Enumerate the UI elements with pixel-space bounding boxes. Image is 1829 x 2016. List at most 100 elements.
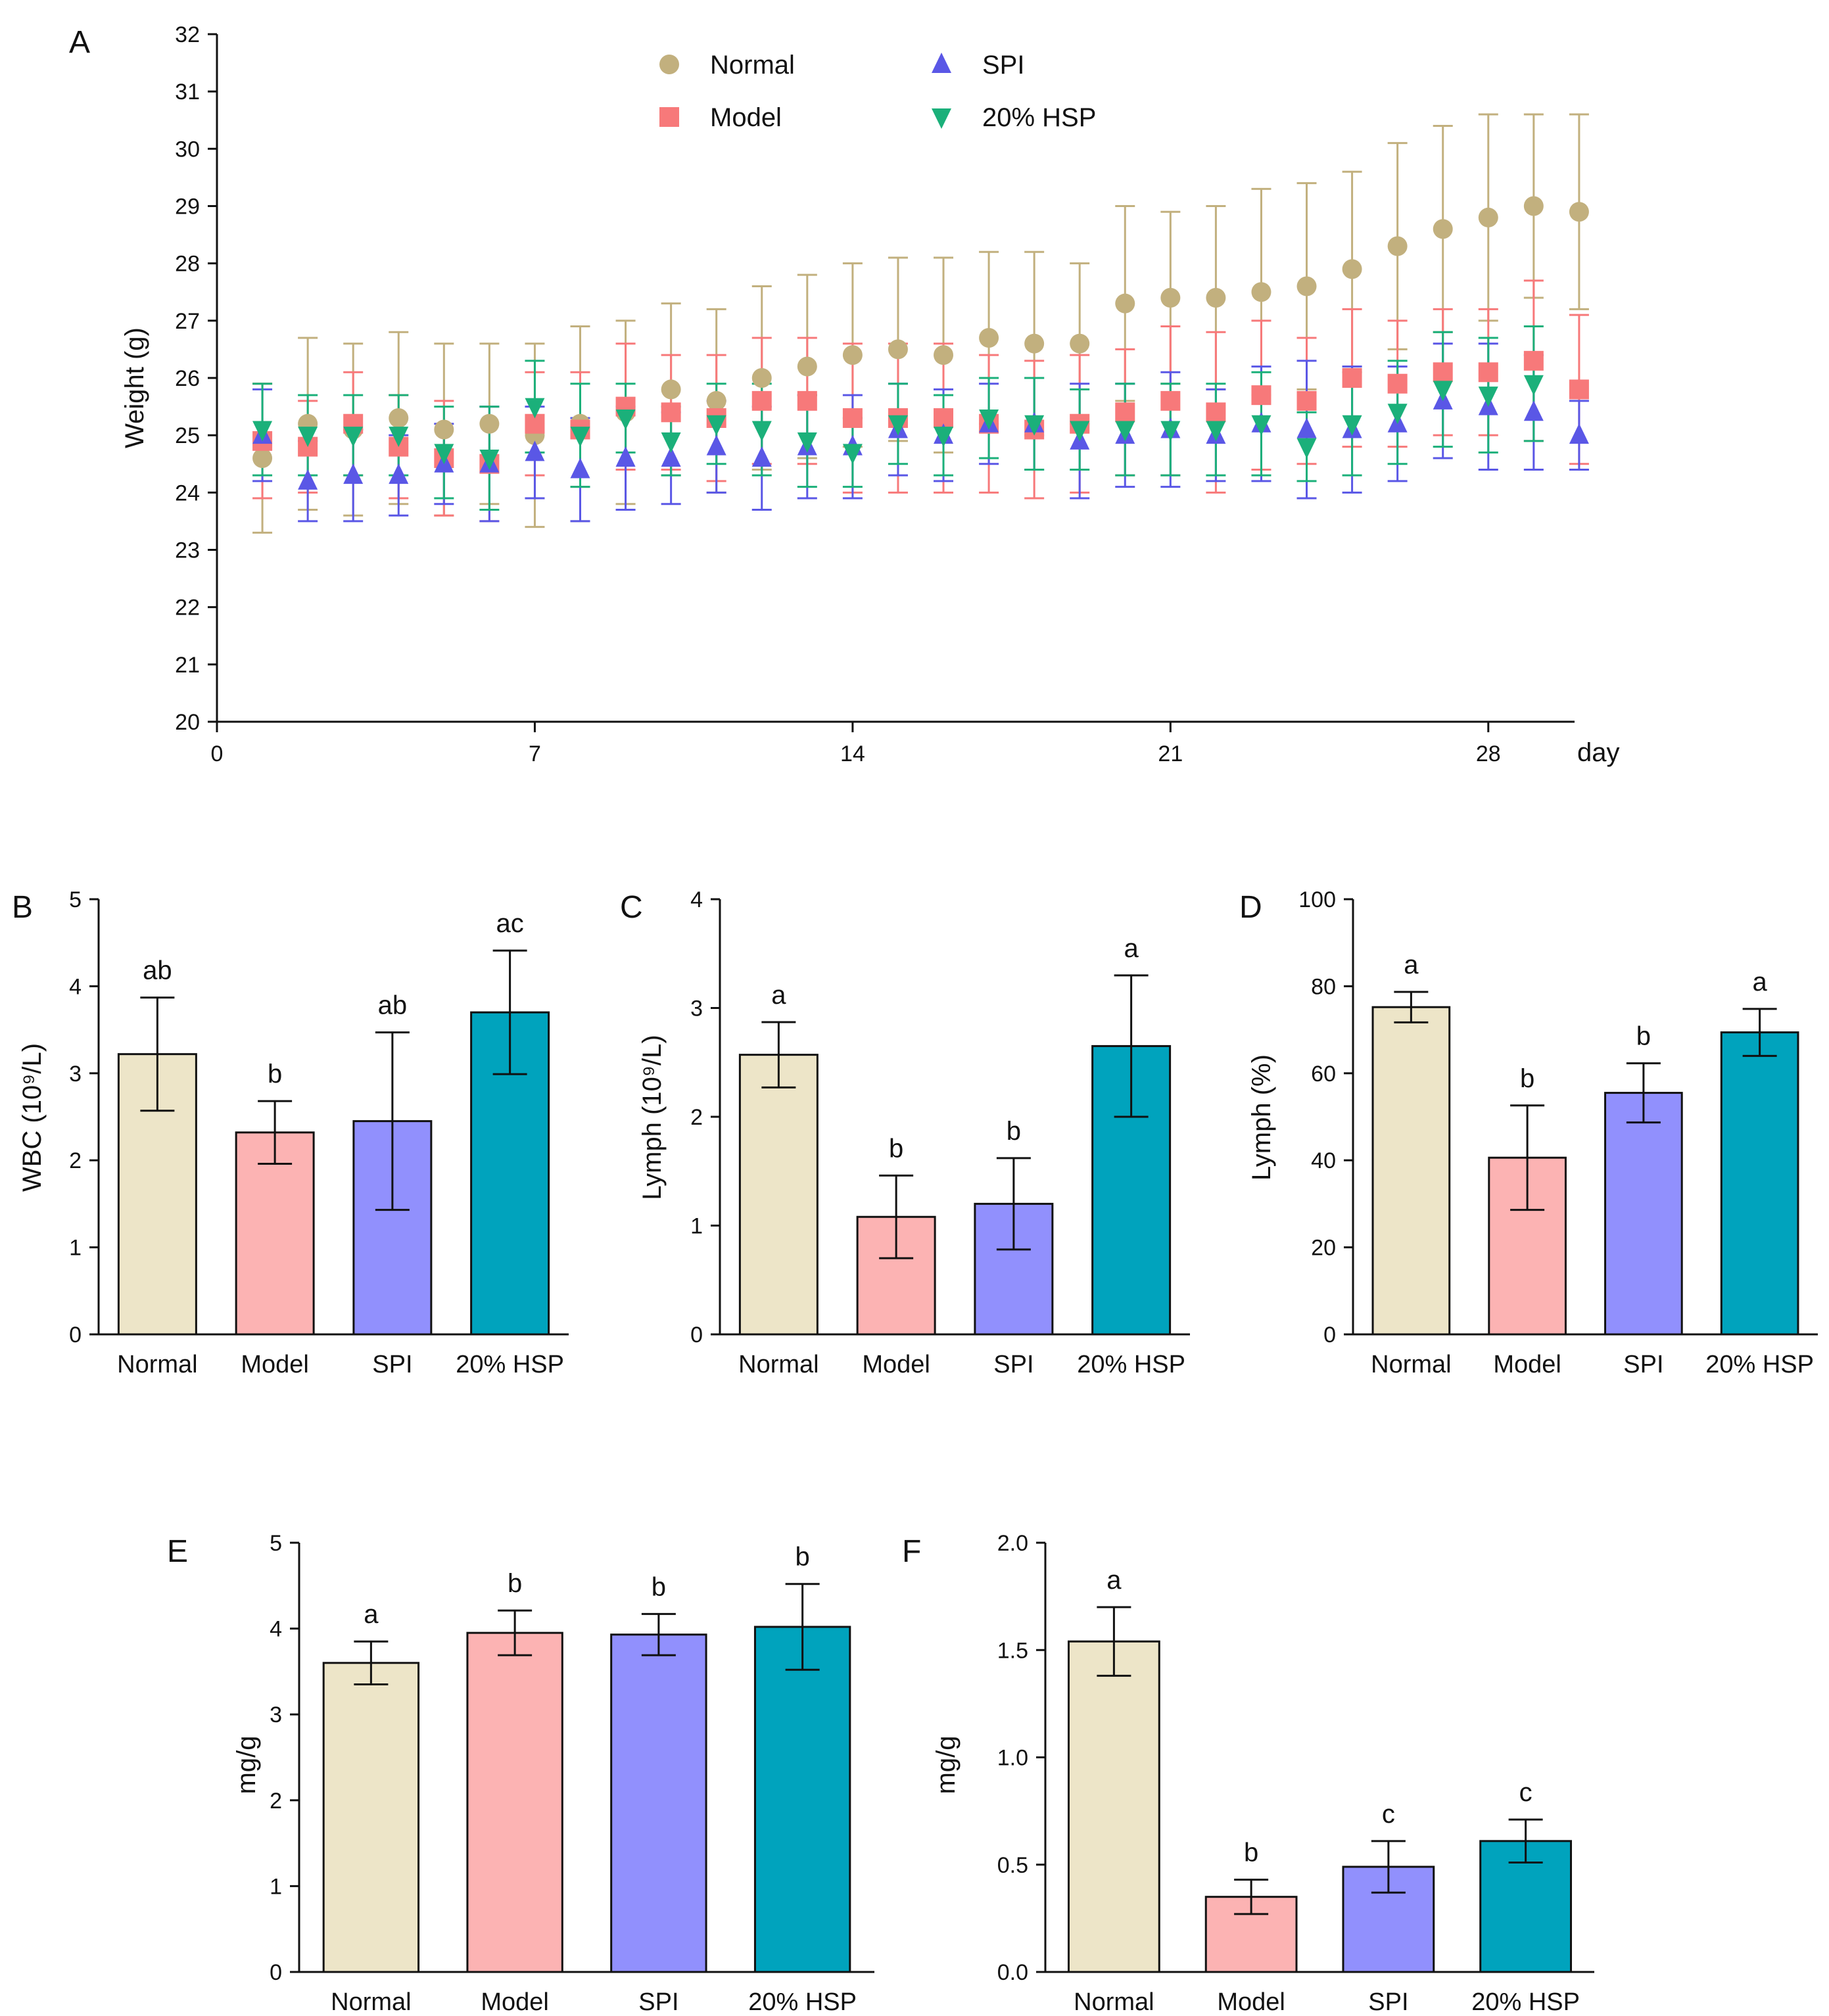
y-tick-label: 40 xyxy=(1311,1148,1336,1173)
panel-a-x-tick-label: 14 xyxy=(840,741,865,766)
bar-normal xyxy=(1067,1640,1160,1973)
data-point xyxy=(615,446,636,467)
panel-f: F 0.0 0.5 1.0 1.5 2.0 mg/g a Normal b Model c SPI c 20… xyxy=(902,1531,1594,2016)
y-tick-label: 2 xyxy=(690,1105,703,1130)
panel-a-y-tick-label: 21 xyxy=(175,653,200,678)
y-tick-label: 5 xyxy=(270,1531,282,1556)
data-point xyxy=(298,427,318,448)
significance-letter: b xyxy=(508,1569,522,1598)
y-tick-label: 3 xyxy=(690,996,703,1021)
bar-spi xyxy=(1604,1092,1683,1336)
data-point xyxy=(1478,207,1498,227)
data-point xyxy=(479,413,500,434)
data-point xyxy=(842,444,863,465)
category-label: Normal xyxy=(117,1351,197,1378)
significance-letter: a xyxy=(1753,968,1768,996)
bar-spi xyxy=(610,1633,707,1973)
data-point xyxy=(751,446,772,467)
panel-b: B 0 1 2 3 4 5 WBC (10⁹/L) ab Normal b Model ab SPI ac 2… xyxy=(12,887,569,1378)
data-point xyxy=(1296,438,1317,459)
panel-a-y-tick-label: 30 xyxy=(175,137,200,162)
y-tick-label: 5 xyxy=(69,887,82,912)
legend-marker xyxy=(659,55,679,74)
panel-a-y-tick-label: 28 xyxy=(175,252,200,277)
data-point xyxy=(570,427,590,448)
bar-20-hsp xyxy=(1720,1031,1799,1336)
y-tick-label: 3 xyxy=(270,1702,282,1727)
data-point xyxy=(979,410,999,431)
y-tick-label: 1 xyxy=(270,1874,282,1899)
significance-letter: b xyxy=(889,1134,903,1163)
significance-letter: c xyxy=(1382,1800,1395,1829)
data-point xyxy=(706,390,726,411)
data-point xyxy=(661,446,681,467)
data-point xyxy=(661,432,681,453)
data-point xyxy=(1206,421,1226,442)
y-tick-label: 100 xyxy=(1298,887,1336,912)
category-label: Model xyxy=(1217,1988,1285,2016)
data-point xyxy=(842,345,863,365)
panel-a-letter: A xyxy=(69,25,90,60)
data-point xyxy=(1115,402,1135,423)
data-point xyxy=(1160,287,1181,308)
y-tick-label: 2 xyxy=(69,1148,82,1173)
y-tick-label: 20 xyxy=(1311,1236,1336,1261)
data-point xyxy=(1115,293,1135,314)
data-point xyxy=(1342,368,1362,388)
data-point xyxy=(1160,390,1181,411)
category-label: SPI xyxy=(1623,1351,1663,1378)
significance-letter: b xyxy=(652,1572,666,1601)
legend-label: Normal xyxy=(710,51,795,80)
data-point xyxy=(1070,421,1090,442)
panel-a-x-tick-label: 7 xyxy=(529,741,541,766)
category-label: Model xyxy=(862,1351,930,1378)
panel-letter: F xyxy=(902,1534,921,1569)
significance-letter: b xyxy=(1636,1022,1651,1051)
data-point xyxy=(1160,421,1181,442)
y-tick-label: 4 xyxy=(690,887,703,912)
data-point xyxy=(1523,350,1544,371)
data-point xyxy=(1523,375,1544,396)
significance-letter: b xyxy=(1244,1839,1258,1867)
bar-20-hsp xyxy=(753,1626,851,1973)
data-point xyxy=(1433,362,1453,383)
data-point xyxy=(1523,196,1544,216)
category-label: SPI xyxy=(372,1351,412,1378)
y-tick-label: 4 xyxy=(270,1617,282,1642)
category-label: 20% HSP xyxy=(1077,1351,1185,1378)
data-point xyxy=(1296,276,1317,296)
significance-letter: ac xyxy=(496,909,524,938)
y-tick-label: 80 xyxy=(1311,974,1336,999)
panel-a-y-tick-label: 22 xyxy=(175,596,200,621)
significance-letter: a xyxy=(1106,1566,1122,1595)
significance-letter: b xyxy=(1007,1117,1021,1146)
data-point xyxy=(842,408,863,429)
data-point xyxy=(252,448,273,469)
significance-letter: ab xyxy=(378,991,408,1020)
series-model xyxy=(252,279,1589,523)
panel-a-y-tick-label: 26 xyxy=(175,366,200,391)
significance-letter: a xyxy=(1124,934,1139,963)
panel-letter: C xyxy=(620,890,643,925)
data-point xyxy=(661,402,681,423)
data-point xyxy=(343,427,364,448)
bar-normal xyxy=(738,1054,819,1336)
significance-letter: b xyxy=(268,1060,282,1089)
significance-letter: ab xyxy=(143,956,172,985)
data-point xyxy=(525,440,545,461)
data-point xyxy=(252,421,273,442)
panel-a-x-tick-label: 21 xyxy=(1158,741,1183,766)
y-axis-label: mg/g xyxy=(932,1736,961,1794)
data-point xyxy=(1342,259,1362,279)
panel-a-x-tick-label: 0 xyxy=(211,741,224,766)
data-point xyxy=(1251,282,1271,302)
category-label: Model xyxy=(241,1351,309,1378)
data-point xyxy=(797,432,817,453)
data-point xyxy=(298,469,318,490)
panel-a-y-tick-label: 24 xyxy=(175,481,200,505)
y-tick-label: 1.5 xyxy=(997,1638,1028,1663)
significance-letter: a xyxy=(364,1600,379,1629)
bar-model xyxy=(1488,1156,1567,1336)
panel-a-y-tick-label: 20 xyxy=(175,710,200,735)
